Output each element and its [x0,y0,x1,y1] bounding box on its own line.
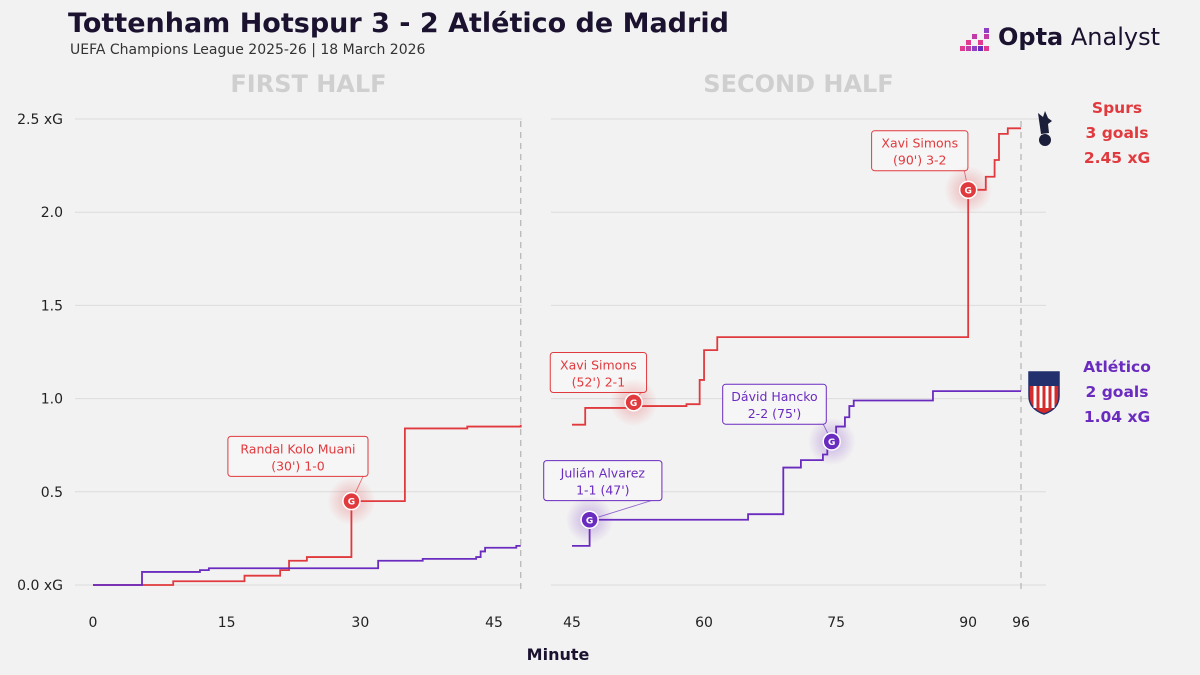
chart-subtitle: UEFA Champions League 2025-26 | 18 March… [70,42,426,58]
crest-stripe [1033,386,1037,408]
goal-callout-box [722,383,827,425]
atletico-crest-icon [1028,371,1060,415]
team-name-label: Atlético [1083,358,1151,376]
x-axis-title: Minute [527,645,590,664]
goal-callout-box [227,435,369,477]
y-tick-label: 1.5 [41,298,63,314]
x-tick-label: 90 [959,615,977,631]
second-half-label: SECOND HALF [703,70,893,98]
x-tick-label: 96 [1012,615,1030,631]
goal-marker-icon: G [828,438,835,448]
y-tick-label: 0.0 xG [17,578,63,594]
y-tick-label: 2.5 xG [17,112,63,128]
y-tick-label: 2.0 [41,205,63,221]
team-xg-label: 1.04 xG [1084,408,1150,426]
logo-strong-text: Opta [998,23,1064,51]
goal-marker [580,510,599,530]
crest-stripe [1051,386,1055,408]
goal-marker [822,432,841,451]
goal-score-label: (30') 1-0 [271,458,325,473]
goal-marker-icon: G [348,498,355,508]
team-name-label: Spurs [1092,99,1142,117]
goal-score-label: 2-2 (75') [748,406,802,421]
x-tick-label: 30 [351,615,369,631]
crest-cockerel [1038,111,1052,134]
goal-scorer-label: Dávid Hancko [731,389,817,404]
crest-leg [1039,134,1043,142]
team-goals-label: 2 goals [1086,383,1149,401]
goal-marker [958,180,978,200]
crest-top-band [1029,372,1059,386]
x-tick-label: 15 [218,615,236,631]
spurs-crest-icon [1038,111,1052,146]
opta-analyst-logo: Opta Analyst [958,22,1160,58]
goal-callout-box [871,130,969,172]
x-tick-label: 60 [695,615,713,631]
goal-marker [624,393,643,412]
goal-scorer-label: Xavi Simons [881,136,958,151]
crest-stripe [1045,386,1049,408]
chart-title: Tottenham Hotspur 3 - 2 Atlético de Madr… [68,8,729,39]
x-tick-label: 0 [89,615,98,631]
x-tick-label: 45 [485,615,503,631]
atletico-xg-line-first-half [93,544,521,586]
goal-score-label: (90') 3-2 [893,153,947,168]
x-tick-label: 75 [827,615,845,631]
goal-marker-icon: G [630,399,637,409]
goal-marker-icon: G [964,186,971,196]
goal-scorer-label: Xavi Simons [560,358,637,373]
logo-light-text: Analyst [1063,23,1160,51]
crest-stripe [1039,386,1043,408]
x-tick-label: 45 [563,615,581,631]
first-half-label: FIRST HALF [230,70,386,98]
goal-score-label: 1-1 (47') [576,483,630,498]
y-tick-label: 0.5 [41,485,63,501]
y-tick-label: 1.0 [41,392,63,408]
team-goals-label: 3 goals [1086,124,1149,142]
goal-scorer-label: Julián Alvarez [560,466,646,481]
goal-score-label: (52') 2-1 [572,375,626,390]
goal-marker [342,491,361,511]
team-xg-label: 2.45 xG [1084,149,1150,167]
goal-scorer-label: Randal Kolo Muani [240,441,355,456]
goal-marker-icon: G [586,516,593,526]
opta-logo-icon [960,28,989,51]
spurs-xg-line-first-half [93,424,522,586]
